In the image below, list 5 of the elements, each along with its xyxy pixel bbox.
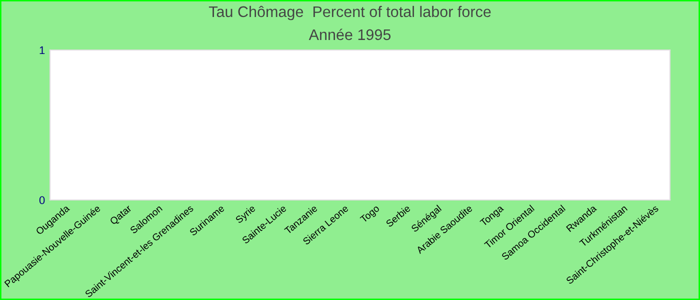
y-tick-label: 0 — [39, 196, 45, 204]
x-tick-label: Togo — [360, 204, 382, 225]
chart-subtitle: Année 1995 — [308, 28, 391, 40]
chart-title: Tau Chômage Percent of total labor force — [208, 6, 491, 20]
y-tick-label: 1 — [40, 46, 45, 54]
